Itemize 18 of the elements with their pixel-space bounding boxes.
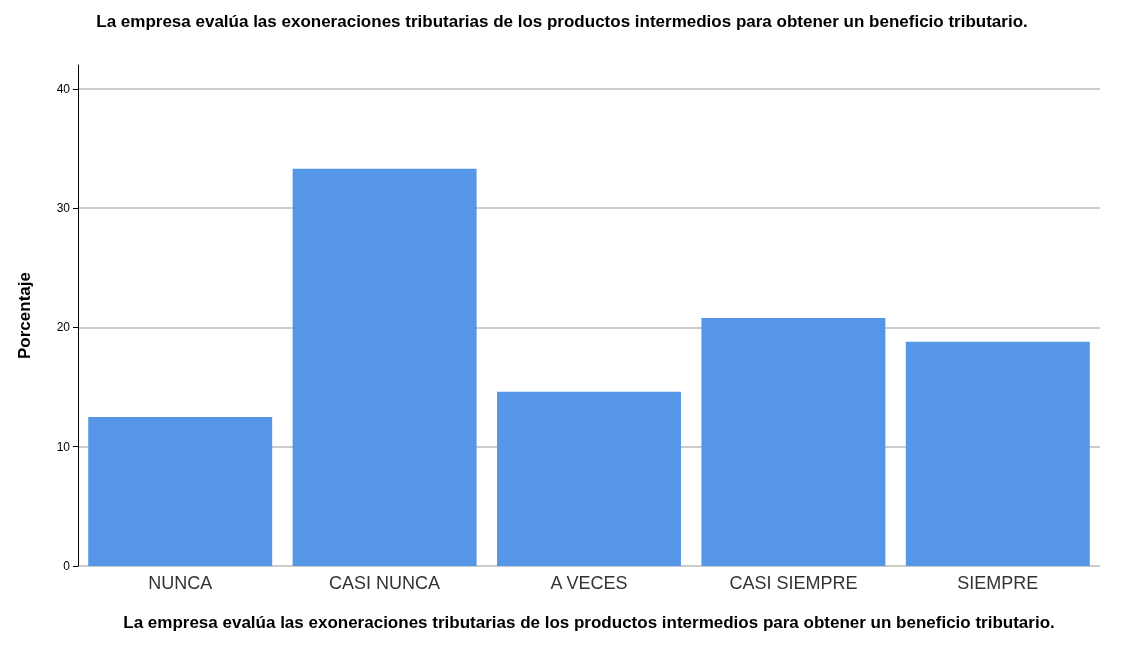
y-tick-label: 30 xyxy=(56,201,71,216)
x-tick-label: CASI SIEMPRE xyxy=(729,573,858,593)
bar xyxy=(292,168,477,566)
y-tick-label: 10 xyxy=(56,439,71,454)
bar xyxy=(905,341,1090,566)
y-tick-label: 40 xyxy=(56,81,71,96)
bar xyxy=(701,317,886,566)
x-tick-label: NUNCA xyxy=(148,573,213,593)
y-tick-label: 0 xyxy=(63,559,71,573)
x-tick-label: CASI NUNCA xyxy=(329,573,441,593)
bar xyxy=(497,391,681,566)
x-tick-label: SIEMPRE xyxy=(957,573,1039,593)
bar xyxy=(88,416,273,566)
chart-title: La empresa evalúa las exoneraciones tributarias de los productos intermedios para obtener un beneficio tributario. xyxy=(96,12,1028,31)
x-tick-label: A VECES xyxy=(550,573,628,593)
y-tick-label: 20 xyxy=(56,320,71,335)
y-axis-title: Porcentaje xyxy=(15,272,34,359)
x-axis-title: La empresa evalúa las exoneraciones tributarias de los productos intermedios para obtener un beneficio tributario. xyxy=(123,613,1055,632)
